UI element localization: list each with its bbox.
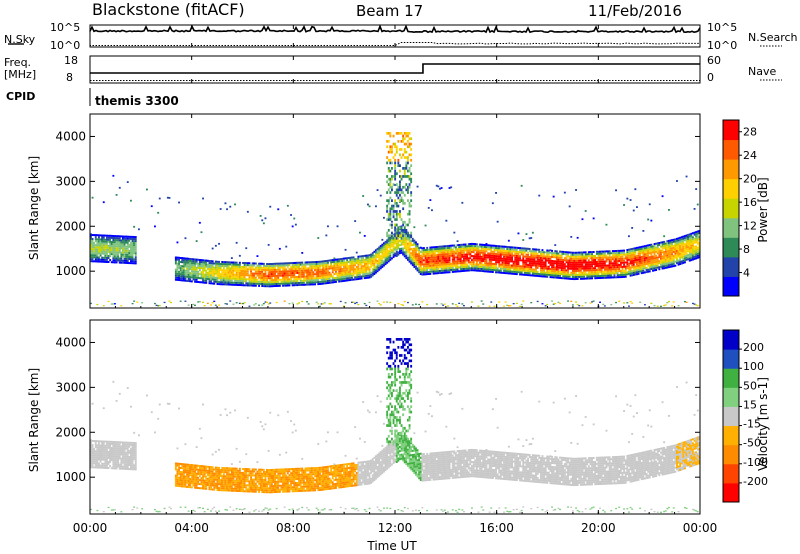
power-colorbar-segment bbox=[723, 159, 739, 180]
xtick-label: 16:00 bbox=[479, 521, 514, 535]
freq-label: Freq. bbox=[4, 56, 32, 69]
velocity-ytick-label: 3000 bbox=[55, 380, 86, 394]
station-title: Blackstone (fitACF) bbox=[92, 0, 245, 19]
velocity-heatmap-cells bbox=[90, 338, 701, 513]
velocity-colorbar-tick-label: -200 bbox=[743, 475, 768, 488]
power-colorbar-segment bbox=[723, 120, 739, 141]
velocity-colorbar-tick-label: 100 bbox=[743, 360, 764, 373]
nave-tick-bottom: 0 bbox=[707, 71, 714, 84]
power-colorbar-segment bbox=[723, 217, 739, 238]
time-axis-label: Time UT bbox=[367, 539, 417, 553]
power-colorbar-frame bbox=[722, 119, 740, 297]
velocity-colorbar-segment bbox=[723, 387, 739, 407]
power-heatmap-cells bbox=[90, 132, 701, 307]
xtick-label: 00:00 bbox=[73, 521, 108, 535]
velocity-colorbar-segment bbox=[723, 330, 739, 350]
velocity-colorbar-segment bbox=[723, 368, 739, 388]
nave-label: Nave bbox=[748, 65, 777, 78]
nsearch-tick-top: 10^5 bbox=[707, 21, 738, 34]
velocity-colorbar-tick-label: -15 bbox=[743, 418, 761, 431]
velocity-colorbar-frame bbox=[722, 329, 740, 503]
power-ytick-label: 2000 bbox=[55, 219, 86, 233]
power-ytick-label: 1000 bbox=[55, 264, 86, 278]
nsearch-label: N.Search bbox=[748, 31, 798, 44]
power-colorbar-segment bbox=[723, 237, 739, 258]
velocity-colorbar-tick-label: 50 bbox=[743, 379, 757, 392]
power-colorbar-tick-label: 12 bbox=[743, 220, 757, 233]
nsky-line bbox=[89, 24, 701, 34]
power-colorbar-segment bbox=[723, 276, 739, 297]
xtick-label: 08:00 bbox=[276, 521, 311, 535]
velocity-colorbar-tick-label: -50 bbox=[743, 437, 761, 450]
power-colorbar-tick-label: 20 bbox=[743, 173, 757, 186]
nsky-tick-top: 10^5 bbox=[50, 21, 81, 34]
velocity-ytick-label: 2000 bbox=[55, 425, 86, 439]
power-colorbar-segment bbox=[723, 178, 739, 199]
velocity-colorbar-segment bbox=[723, 482, 739, 503]
power-colorbar-tick-label: 28 bbox=[743, 126, 757, 139]
power-ytick-label: 4000 bbox=[55, 129, 86, 143]
velocity-colorbar-tick-label: 200 bbox=[743, 341, 764, 354]
velocity-ytick-label: 1000 bbox=[55, 470, 86, 484]
power-colorbar-tick-label: 8 bbox=[743, 243, 750, 256]
freq-panel-frame bbox=[89, 55, 701, 84]
power-colorbar-segment bbox=[723, 256, 739, 277]
velocity-colorbar-segment bbox=[723, 349, 739, 369]
velocity-ytick-label: 4000 bbox=[55, 335, 86, 349]
velocity-colorbar-tick-label: 15 bbox=[743, 398, 757, 411]
velocity-colorbar-segment bbox=[723, 444, 739, 465]
power-colorbar-segment bbox=[723, 198, 739, 219]
nave-tick-top: 60 bbox=[707, 54, 721, 67]
velocity-colorbar-segment bbox=[723, 425, 739, 446]
xtick-label: 00:00 bbox=[683, 521, 718, 535]
date-label: 11/Feb/2016 bbox=[588, 2, 682, 20]
power-colorbar-tick-label: 16 bbox=[743, 196, 757, 209]
xtick-label: 04:00 bbox=[174, 521, 209, 535]
cpid-value: themis 3300 bbox=[95, 94, 179, 108]
nsky-tick-bottom: 10^0 bbox=[50, 39, 81, 52]
freq-line bbox=[90, 63, 700, 74]
cpid-label: CPID bbox=[6, 90, 36, 103]
freq-tick-top: 18 bbox=[64, 54, 78, 67]
nsky-label: N.Sky bbox=[4, 33, 36, 46]
nsearch-line bbox=[89, 42, 700, 46]
beam-label: Beam 17 bbox=[356, 2, 424, 20]
power-ytick-label: 3000 bbox=[55, 174, 86, 188]
xtick-label: 12:00 bbox=[378, 521, 413, 535]
velocity-colorbar-tick-label: -100 bbox=[743, 456, 768, 469]
xtick-label: 20:00 bbox=[581, 521, 616, 535]
freq-unit-label: [MHz] bbox=[4, 68, 37, 81]
power-colorbar-segment bbox=[723, 139, 739, 160]
velocity-colorbar-segment bbox=[723, 463, 739, 484]
power-colorbar-tick-label: 24 bbox=[743, 149, 757, 162]
velocity-colorbar-segment bbox=[723, 406, 739, 427]
freq-tick-bottom: 8 bbox=[66, 71, 73, 84]
power-colorbar-tick-label: 4 bbox=[743, 267, 750, 280]
nsearch-tick-bottom: 10^0 bbox=[707, 39, 738, 52]
